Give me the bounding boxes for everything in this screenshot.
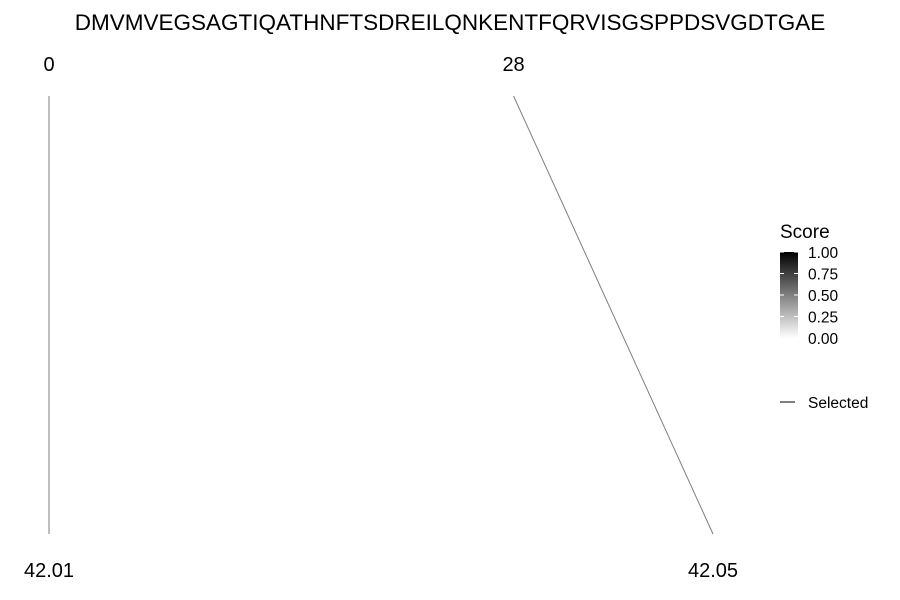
top-tick-label: 0 [43, 54, 54, 76]
sequence-title: DMVMVEGSAGTIQATHNFTSDREILQNKENTFQRVISGSP… [75, 10, 826, 35]
legend-ticks: 1.00 0.75 0.50 0.25 0.00 [780, 245, 839, 348]
lines-layer: 0 42.01 28 42.05 [24, 54, 738, 582]
colorbar-tick-label: 1.00 [808, 245, 839, 262]
colorbar-tick-label: 0.50 [808, 288, 839, 305]
bottom-tick-label: 42.05 [688, 560, 738, 582]
score-colorbar [780, 252, 798, 338]
legend-selected-label: Selected [808, 395, 868, 412]
legend: Score 1.00 0.75 0.50 0.25 0.00 Selected [780, 222, 868, 412]
bottom-tick-label: 42.01 [24, 560, 74, 582]
selected-line [513, 95, 714, 535]
colorbar-tick-label: 0.25 [808, 310, 838, 327]
top-tick-label: 28 [502, 54, 524, 76]
colorbar-tick-label: 0.00 [808, 331, 839, 348]
legend-title: Score [780, 222, 830, 243]
colorbar-tick-label: 0.75 [808, 267, 838, 284]
